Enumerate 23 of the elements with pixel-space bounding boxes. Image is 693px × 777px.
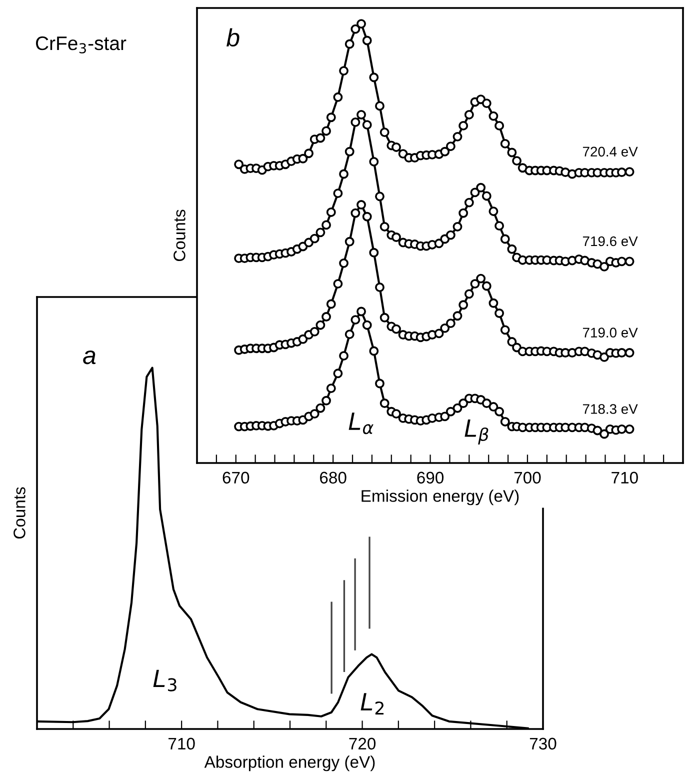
series-label: 719.6 eV xyxy=(582,236,638,246)
text: a xyxy=(83,350,96,364)
x-tick-label: 700 xyxy=(514,472,541,484)
x-tick-label: 680 xyxy=(320,472,346,484)
series-label: 720.4 eV xyxy=(582,146,638,157)
x-tick-label: 670 xyxy=(222,472,250,484)
annotation: L$_{α}$ xyxy=(348,412,374,434)
series-label: 718.3 eV xyxy=(582,404,638,414)
x-tick-label: 690 xyxy=(417,472,444,484)
annotation: b xyxy=(226,28,240,47)
x-tick-label: 710 xyxy=(612,472,638,484)
x-tick-label: 730 xyxy=(530,738,556,750)
series-label: 719.0 eV xyxy=(582,328,638,338)
annotation: L$_{3}$ xyxy=(153,670,176,692)
annotation: L$_{β}$ xyxy=(464,420,488,444)
annotation: L$_{2}$ xyxy=(360,693,384,714)
x-tick-label: 710 xyxy=(168,738,195,750)
y-axis-title: Counts xyxy=(174,210,186,262)
x-axis-title: Emission energy (eV) xyxy=(362,490,519,506)
x-axis-title: Absorption energy (eV) xyxy=(204,756,375,772)
x-tick-label: 720 xyxy=(349,738,376,750)
y-axis-title: Counts xyxy=(14,487,26,539)
text: CrFe$_{3}$-star xyxy=(36,36,126,54)
